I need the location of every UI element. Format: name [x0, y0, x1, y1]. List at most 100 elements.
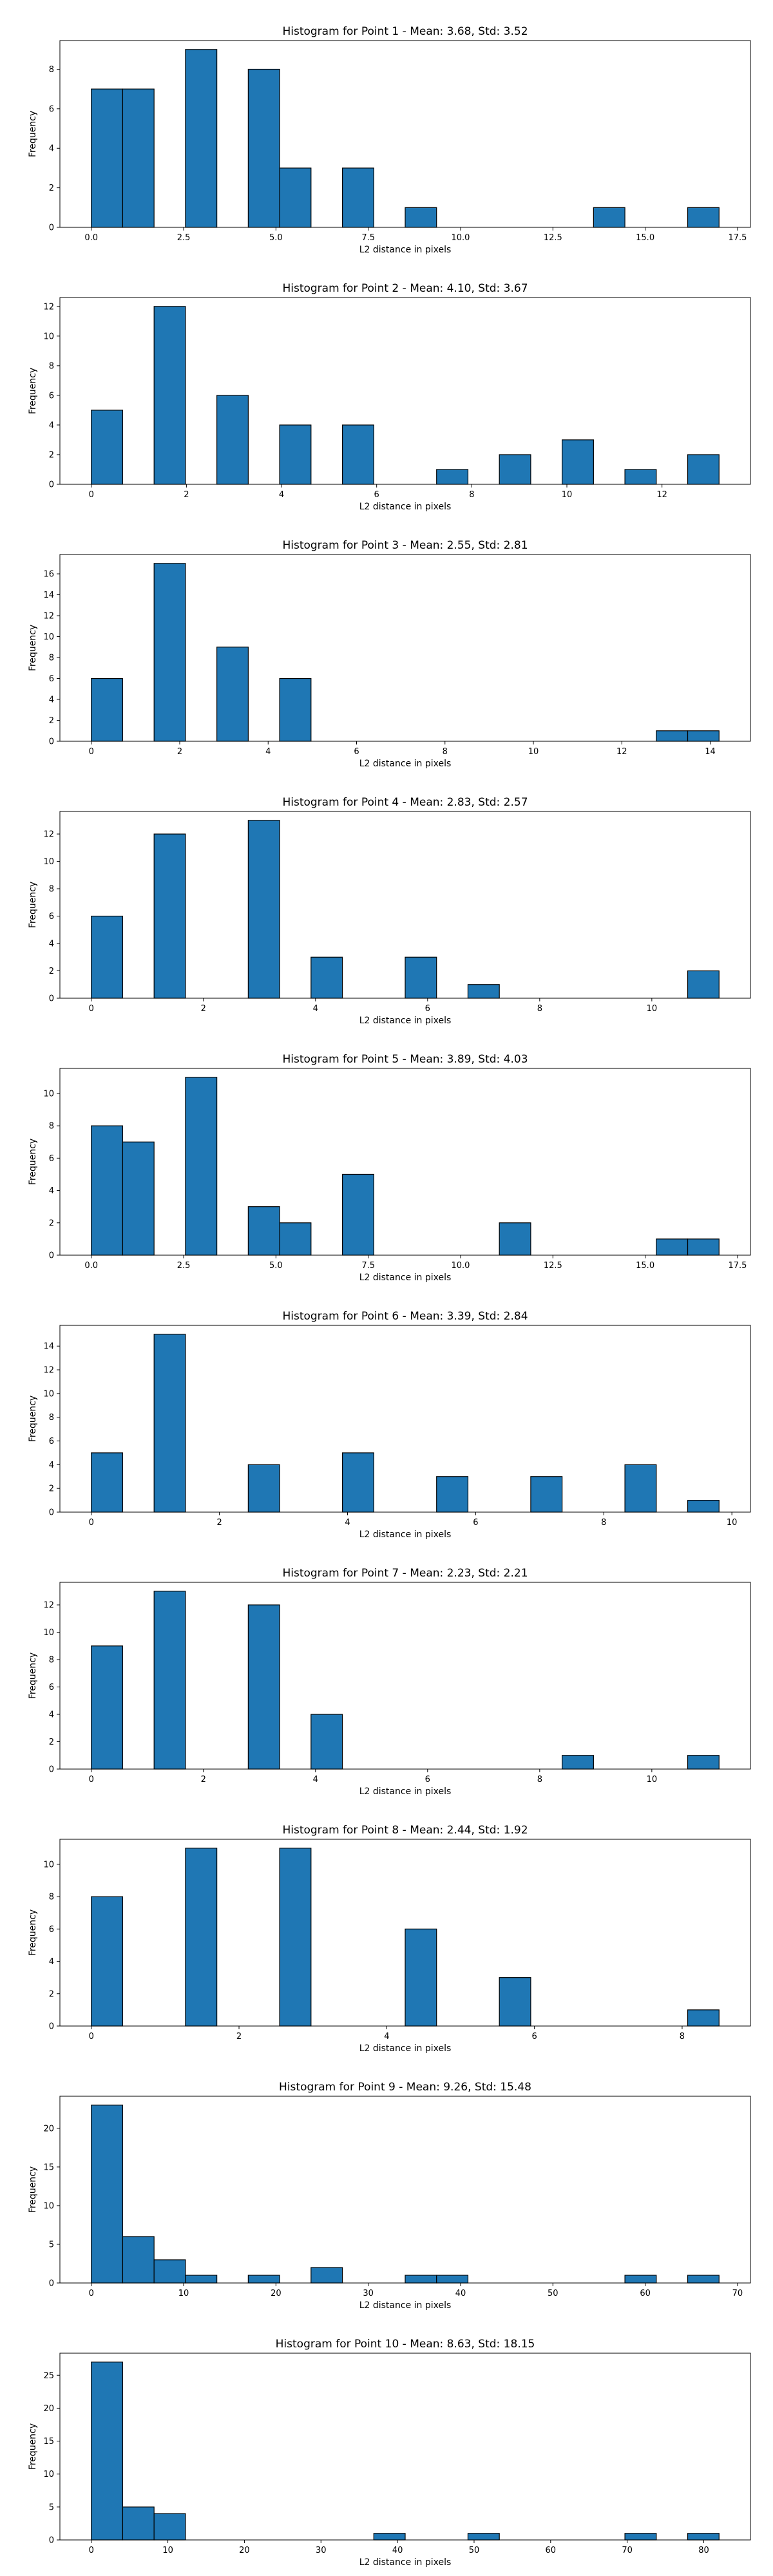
histogram-panel-2: Histogram for Point 2 - Mean: 4.10, Std:…: [28, 282, 751, 512]
x-tick-label: 2: [184, 490, 189, 500]
y-tick-label: 6: [49, 1437, 54, 1446]
histogram-bar: [562, 439, 594, 485]
axes-frame: [59, 1325, 751, 1513]
x-tick-label: 30: [363, 2289, 374, 2298]
histogram-bar: [185, 1848, 218, 2027]
axes-frame: [59, 554, 751, 742]
x-tick-label: 8: [601, 1518, 606, 1528]
axes-frame: [59, 811, 751, 999]
y-tick-label: 8: [49, 1413, 54, 1423]
histogram-bar: [91, 2105, 124, 2284]
chart-title: Histogram for Point 6 - Mean: 3.39, Std:…: [282, 1310, 528, 1323]
x-tick-label: 0.0: [84, 233, 98, 243]
x-tick-label: 8: [469, 490, 474, 500]
histogram-bar: [405, 2275, 437, 2284]
x-tick-label: 10: [727, 1518, 738, 1528]
histogram-bar: [341, 1452, 374, 1513]
y-tick-label: 10: [43, 332, 54, 341]
histogram-bar: [373, 2533, 406, 2541]
chart-title: Histogram for Point 8 - Mean: 2.44, Std:…: [282, 1824, 528, 1837]
x-tick-label: 7.5: [361, 233, 375, 243]
histogram-bar: [624, 469, 657, 485]
y-tick-label: 6: [49, 1683, 54, 1692]
histogram-bar: [247, 1464, 280, 1513]
y-axis-label: Frequency: [28, 1909, 38, 1956]
x-axis-label: L2 distance in pixels: [359, 2043, 452, 2054]
histogram-bar: [436, 469, 469, 485]
y-tick-label: 4: [49, 1957, 54, 1967]
histogram-bar: [310, 956, 343, 999]
x-tick-label: 0: [89, 1004, 94, 1014]
y-tick-label: 8: [49, 1122, 54, 1132]
y-axis-label: Frequency: [28, 1139, 38, 1185]
histogram-panel-7: Histogram for Point 7 - Mean: 2.23, Std:…: [28, 1567, 751, 1797]
histogram-bar: [562, 1755, 594, 1770]
x-tick-label: 30: [316, 2546, 327, 2555]
histogram-bar: [91, 1645, 124, 1770]
y-tick-label: 4: [49, 940, 54, 949]
x-tick-label: 2: [201, 1775, 206, 1785]
histogram-bar: [687, 970, 720, 999]
x-tick-label: 12.5: [544, 1261, 562, 1271]
histogram-bar: [153, 563, 186, 742]
x-tick-label: 17.5: [728, 1261, 747, 1271]
y-tick-label: 10: [43, 1389, 54, 1399]
histogram-bar: [122, 2236, 155, 2284]
y-axis-label: Frequency: [28, 882, 38, 928]
x-axis-label: L2 distance in pixels: [359, 2300, 452, 2311]
y-tick-label: 10: [43, 1628, 54, 1638]
y-tick-label: 20: [43, 2404, 54, 2414]
histogram-bar: [310, 2267, 343, 2284]
x-tick-label: 0: [89, 1775, 94, 1785]
y-tick-label: 15: [43, 2163, 54, 2172]
x-tick-label: 15.0: [636, 1261, 654, 1271]
histogram-panel-10: Histogram for Point 10 - Mean: 8.63, Std…: [28, 2338, 751, 2568]
histogram-bar: [247, 2275, 280, 2284]
histogram-panel-5: Histogram for Point 5 - Mean: 3.89, Std:…: [28, 1053, 751, 1283]
histogram-bar: [341, 1173, 374, 1256]
histogram-bar: [499, 1977, 531, 2027]
y-tick-label: 6: [49, 104, 54, 114]
x-tick-label: 5.0: [269, 1261, 283, 1271]
y-tick-label: 0: [49, 1765, 54, 1775]
y-tick-label: 8: [49, 65, 54, 75]
x-tick-label: 8: [537, 1775, 542, 1785]
y-tick-label: 2: [49, 184, 54, 193]
x-tick-label: 70: [732, 2289, 743, 2298]
histogram-bar: [624, 2275, 657, 2284]
y-tick-label: 0: [49, 2279, 54, 2289]
histogram-bar: [91, 410, 124, 485]
histogram-bar: [91, 88, 124, 228]
y-tick-label: 0: [49, 480, 54, 490]
x-tick-label: 50: [548, 2289, 558, 2298]
y-tick-label: 0: [49, 994, 54, 1004]
histogram-bar: [499, 1222, 531, 1256]
histogram-bar: [279, 424, 312, 485]
histogram-bar: [91, 1896, 124, 2027]
x-tick-label: 0: [89, 2289, 94, 2298]
axes-frame: [59, 1839, 751, 2027]
x-tick-label: 80: [698, 2546, 709, 2555]
y-tick-label: 4: [49, 1710, 54, 1720]
histogram-bar: [593, 207, 625, 228]
x-tick-label: 4: [313, 1775, 318, 1785]
histogram-bar: [247, 1604, 280, 1770]
x-tick-label: 8: [680, 2032, 685, 2041]
y-tick-label: 5: [49, 2503, 54, 2512]
axes-frame: [59, 1068, 751, 1256]
chart-title: Histogram for Point 9 - Mean: 9.26, Std:…: [279, 2081, 531, 2094]
x-tick-label: 6: [532, 2032, 537, 2041]
histogram-bar: [467, 984, 500, 999]
y-tick-label: 14: [43, 591, 54, 600]
x-tick-label: 0: [89, 747, 94, 757]
y-tick-label: 6: [49, 1154, 54, 1164]
histogram-panel-8: Histogram for Point 8 - Mean: 2.44, Std:…: [28, 1824, 751, 2054]
y-tick-label: 2: [49, 716, 54, 726]
y-tick-label: 0: [49, 223, 54, 233]
y-tick-label: 10: [43, 1860, 54, 1870]
x-tick-label: 6: [425, 1775, 430, 1785]
histogram-bar: [185, 2275, 218, 2284]
y-axis-label: Frequency: [28, 1653, 38, 1699]
y-tick-label: 12: [43, 830, 54, 840]
histogram-bar: [467, 2533, 500, 2541]
